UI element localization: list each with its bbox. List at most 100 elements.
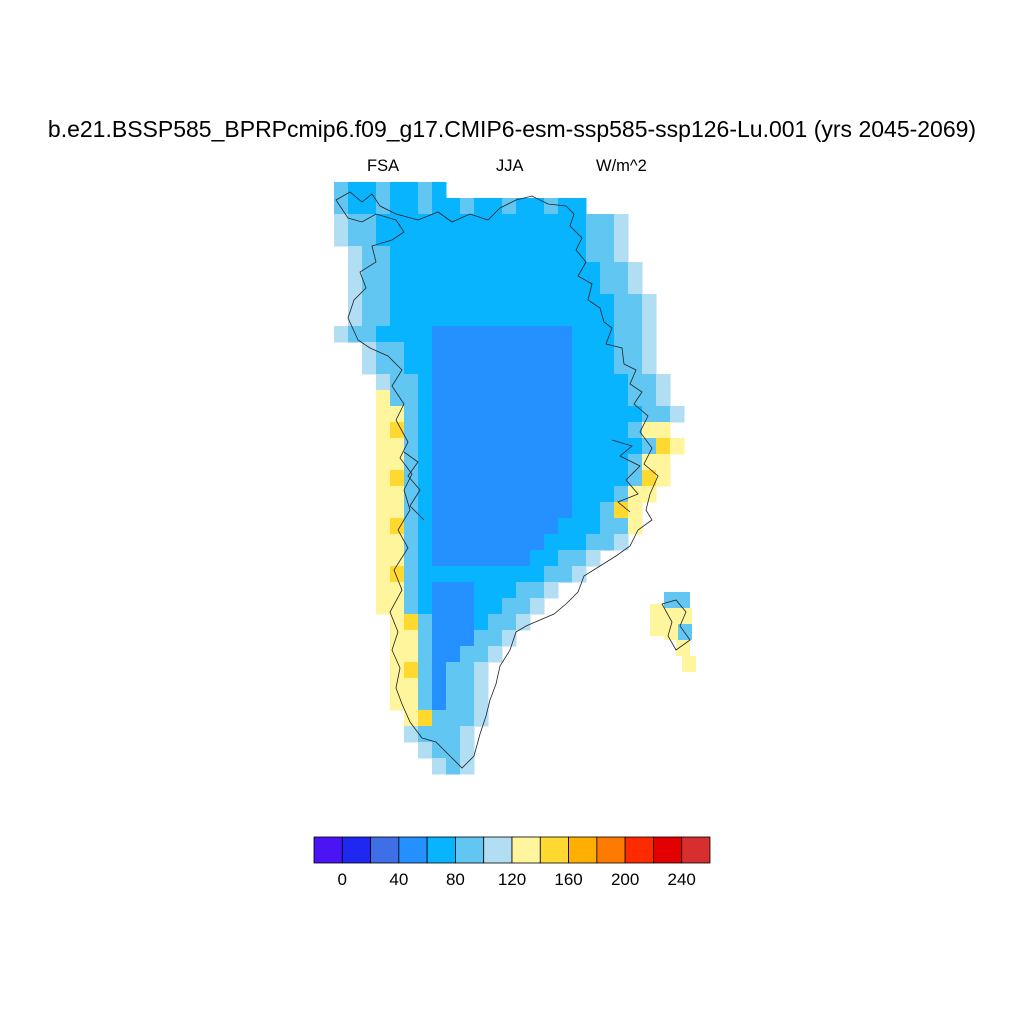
grid-cell — [488, 358, 503, 375]
grid-cell — [376, 422, 391, 439]
grid-cell — [348, 278, 363, 295]
grid-cell — [446, 630, 461, 647]
grid-cell — [460, 230, 475, 247]
grid-cell — [628, 438, 643, 455]
grid-cell — [418, 326, 433, 343]
grid-cell — [530, 246, 545, 263]
grid-cell — [390, 422, 405, 439]
grid-cell — [362, 278, 377, 295]
grid-cell — [418, 406, 433, 423]
grid-cell — [572, 422, 587, 439]
grid-cell — [488, 502, 503, 519]
grid-cell — [572, 342, 587, 359]
grid-cell — [586, 518, 601, 535]
grid-cell — [600, 518, 615, 535]
grid-cell — [362, 198, 377, 215]
grid-cell — [474, 710, 489, 727]
grid-cell — [474, 550, 489, 567]
grid-cell — [642, 310, 657, 327]
grid-cell — [488, 406, 503, 423]
grid-cell — [348, 310, 363, 327]
grid-cell — [488, 326, 503, 343]
grid-cell — [488, 518, 503, 535]
grid-cell — [418, 582, 433, 599]
grid-cell — [572, 278, 587, 295]
colorbar-swatch — [455, 836, 485, 864]
grid-cell — [642, 390, 657, 407]
grid-cell — [362, 294, 377, 311]
grid-cell — [600, 214, 615, 231]
grid-cell — [488, 214, 503, 231]
grid-cell — [572, 326, 587, 343]
grid-cell — [516, 310, 531, 327]
grid-cell — [446, 278, 461, 295]
grid-cell — [502, 214, 517, 231]
grid-cell — [558, 438, 573, 455]
grid-cell — [460, 582, 475, 599]
grid-cell — [474, 230, 489, 247]
grid-cell — [572, 262, 587, 279]
grid-cell — [460, 198, 475, 215]
grid-cell — [348, 246, 363, 263]
grid-cell — [572, 214, 587, 231]
colorbar-swatch — [596, 836, 626, 864]
colorbar-tick-label: 80 — [445, 870, 465, 889]
grid-cell — [530, 390, 545, 407]
grid-cell — [488, 630, 503, 647]
grid-cell — [544, 582, 559, 599]
grid-cell — [558, 246, 573, 263]
grid-cell — [404, 326, 419, 343]
grid-cell — [544, 438, 559, 455]
grid-cell — [656, 406, 671, 423]
grid-cell — [676, 640, 690, 656]
grid-cell — [376, 230, 391, 247]
grid-cell — [418, 262, 433, 279]
variable-label: FSA — [367, 157, 400, 175]
grid-cell — [544, 278, 559, 295]
grid-cell — [488, 614, 503, 631]
colorbar-swatch — [681, 836, 711, 864]
grid-cell — [376, 358, 391, 375]
grid-cell — [586, 342, 601, 359]
grid-cell — [432, 678, 447, 695]
grid-cell — [446, 406, 461, 423]
grid-cell — [446, 342, 461, 359]
grid-cell — [334, 182, 349, 199]
grid-cell — [460, 310, 475, 327]
grid-cell — [600, 502, 615, 519]
grid-cell — [488, 470, 503, 487]
grid-cell — [432, 486, 447, 503]
grid-cell — [516, 438, 531, 455]
season-label: JJA — [496, 157, 524, 175]
grid-cell — [572, 358, 587, 375]
grid-cell — [502, 390, 517, 407]
grid-cell — [376, 342, 391, 359]
grid-cell — [572, 534, 587, 551]
grid-cell — [390, 294, 405, 311]
grid-cell — [446, 294, 461, 311]
grid-cell — [586, 438, 601, 455]
grid-cell — [460, 694, 475, 711]
grid-cell — [558, 358, 573, 375]
grid-cell — [600, 246, 615, 263]
grid-cell — [628, 310, 643, 327]
grid-cell — [446, 454, 461, 471]
colorbar-swatch — [341, 836, 371, 864]
grid-cell — [404, 230, 419, 247]
grid-cell — [544, 390, 559, 407]
grid-cell — [502, 614, 517, 631]
grid-cell — [558, 214, 573, 231]
grid-cell — [488, 422, 503, 439]
grid-cell — [544, 342, 559, 359]
grid-cell — [460, 662, 475, 679]
grid-cell — [432, 198, 447, 215]
grid-cell — [404, 646, 419, 663]
grid-cell — [516, 518, 531, 535]
grid-cell — [390, 502, 405, 519]
grid-cell — [676, 592, 690, 608]
grid-cell — [516, 406, 531, 423]
grid-cell — [376, 374, 391, 391]
grid-cell — [348, 230, 363, 247]
units-label: W/m^2 — [596, 157, 647, 175]
grid-cell — [544, 502, 559, 519]
